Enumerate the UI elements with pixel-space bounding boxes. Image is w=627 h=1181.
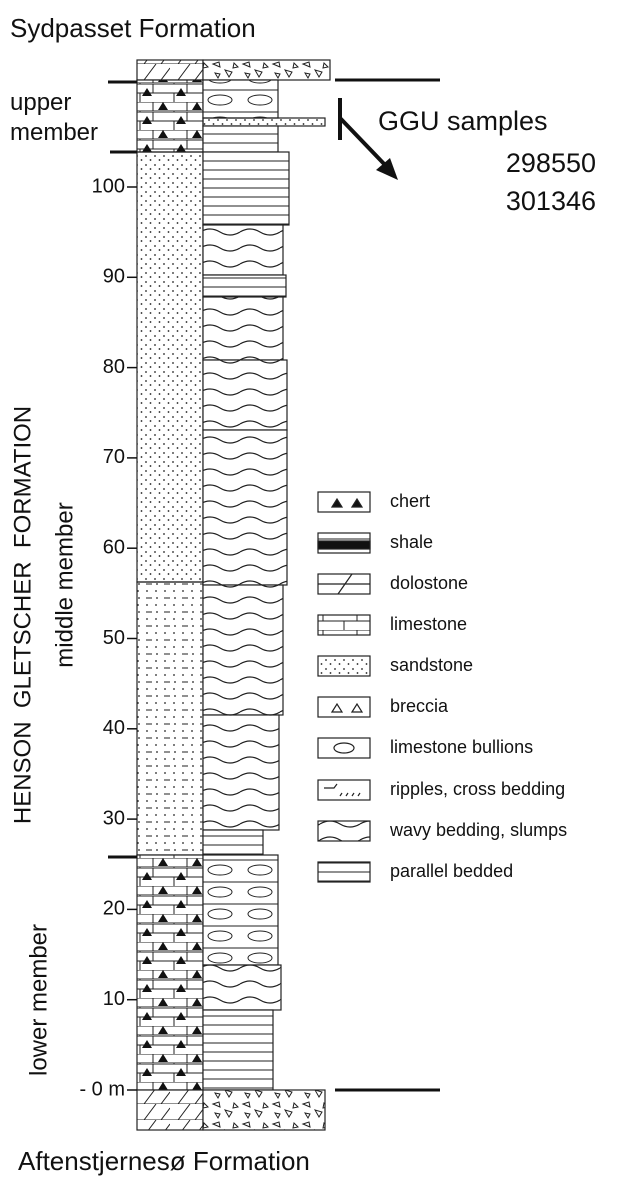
formation-name: HENSON GLETSCHER FORMATION — [9, 406, 36, 824]
member-name: middle member — [51, 502, 78, 667]
legend-label: shale — [390, 532, 433, 552]
scale-label: 20 — [103, 898, 125, 920]
legend: chert shale dolostone limestone sandstone bre… — [389, 491, 567, 881]
scale-label: 10 — [103, 988, 125, 1010]
legend-label: dolostone — [390, 573, 468, 593]
scale-label: 30 — [103, 807, 125, 829]
member-name: lower member — [25, 924, 52, 1076]
legend-label: sandstone — [390, 655, 473, 675]
column-drawing: - 0 m 10 20 30 40 50 60 70 80 90 100 chert shale dol… — [0, 0, 627, 1181]
sample-id: 301346 — [506, 186, 596, 216]
scale-label: 70 — [103, 446, 125, 468]
right-column — [203, 60, 330, 1130]
stratigraphic-column: - 0 m 10 20 30 40 50 60 70 80 90 100 chert shale dol… — [0, 0, 627, 1181]
bottom-formation: Aftenstjernesø Formation — [18, 1146, 310, 1176]
sample-id: 298550 — [506, 148, 596, 178]
member-name: upper member — [10, 88, 90, 148]
scale-label: 60 — [103, 536, 125, 558]
scale-label: 100 — [92, 175, 125, 197]
legend-label: chert — [390, 491, 430, 511]
legend-label: parallel bedded — [390, 861, 513, 881]
legend-label: limestone bullions — [390, 737, 533, 757]
scale-label: 90 — [103, 266, 125, 288]
left-column — [137, 60, 203, 1130]
scale-label: 40 — [103, 717, 125, 739]
legend-swatches — [318, 492, 370, 882]
scale-label: - 0 m — [79, 1078, 125, 1100]
legend-label: breccia — [390, 696, 449, 716]
top-formation: Sydpasset Formation — [10, 13, 256, 43]
scale: - 0 m 10 20 30 40 50 60 70 80 90 100 — [79, 175, 137, 1100]
legend-label: ripples, cross bedding — [390, 779, 565, 799]
scale-label: 80 — [103, 356, 125, 378]
samples-label: GGU samples — [378, 106, 548, 136]
scale-label: 50 — [103, 627, 125, 649]
legend-label: wavy bedding, slumps — [389, 820, 567, 840]
legend-label: limestone — [390, 614, 467, 634]
